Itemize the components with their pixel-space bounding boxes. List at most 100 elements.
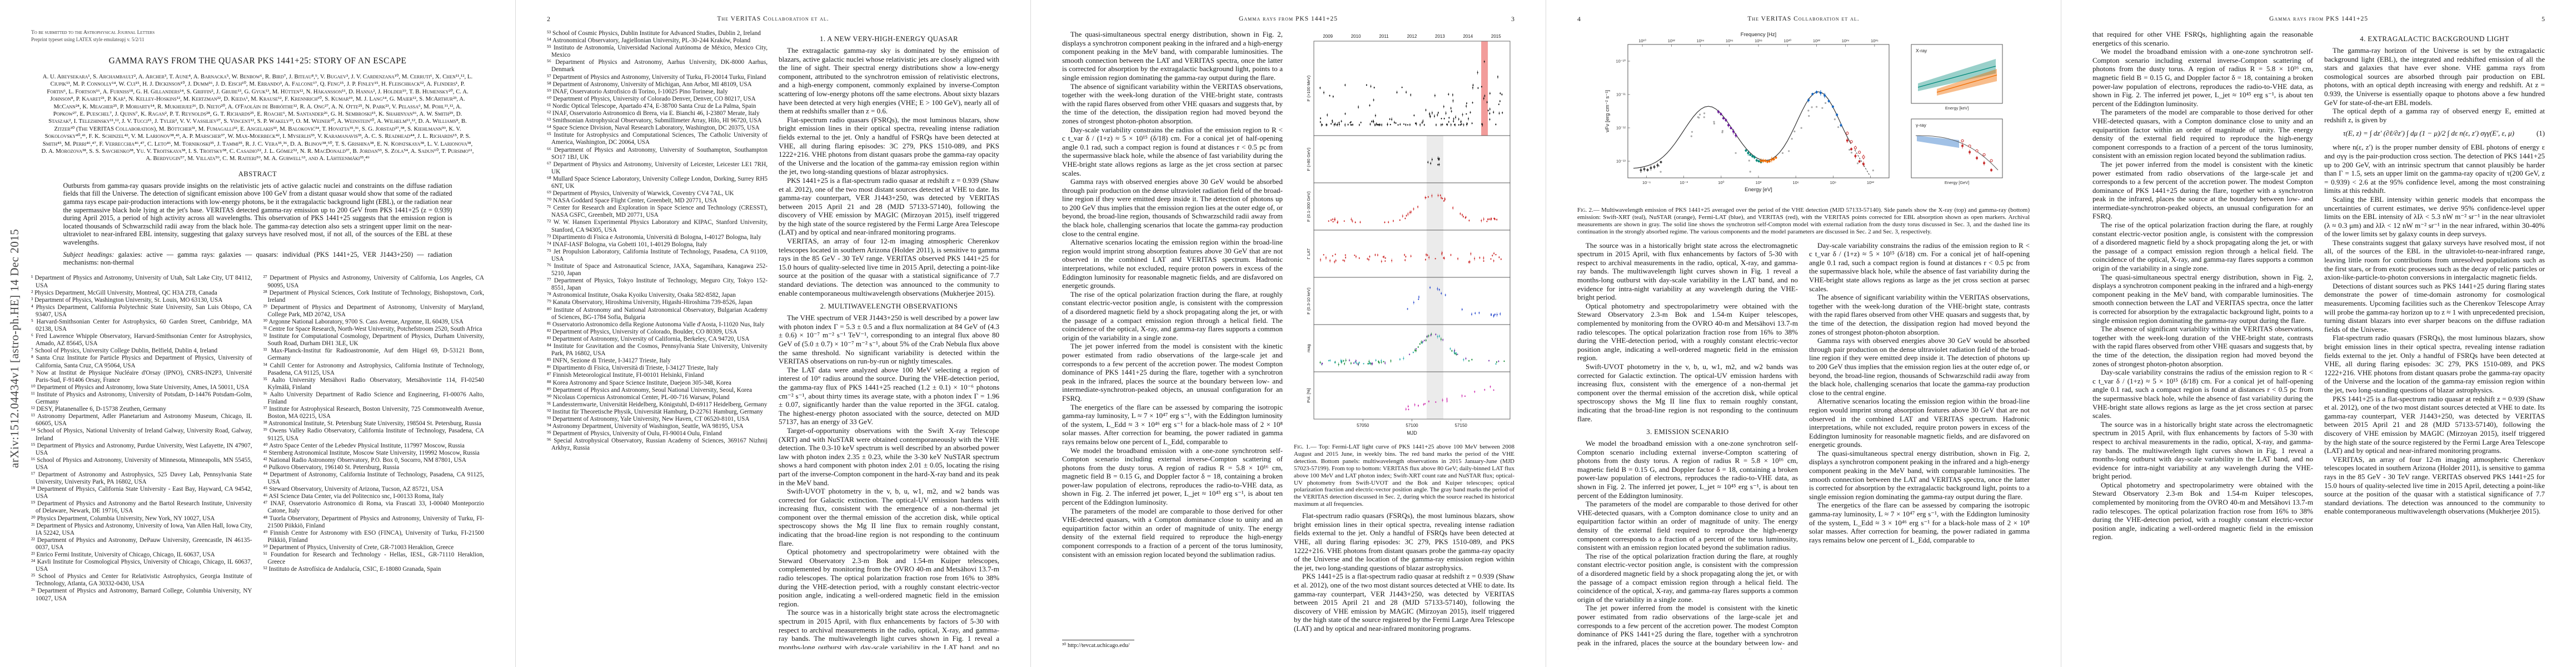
svg-text:2015: 2015: [1491, 34, 1501, 39]
equation-1: τ(E, z) = ∫ dz′ (∂ℓ/∂z′) ∫ dμ (1 − μ)/2 …: [2324, 129, 2545, 138]
paragraph: The source was in a historically bright …: [2092, 420, 2313, 481]
affiliation-entry: ⁸ Santa Cruz Institute for Particle Phys…: [31, 355, 252, 369]
affiliation-entry: ³¹ Centre for Space Research, North-West…: [263, 326, 482, 333]
affiliation-entry: ⁹⁰ Nicolaus Copernicus Astronomical Cent…: [547, 394, 730, 401]
svg-text:F (0.3-10 keV): F (0.3-10 keV): [1306, 287, 1311, 315]
svg-text:10⁻⁶: 10⁻⁶: [1642, 180, 1650, 185]
paragraph: Flat-spectrum radio quasars (FSRQs), the…: [1294, 511, 1514, 572]
affiliation-entry: ²² Department of Physics and Astronomy, …: [31, 536, 252, 551]
paragraph: that required for other VHE FSRQs, highl…: [2092, 30, 2313, 47]
page-4-content: Frequency [Hz] 10¹⁰ 10¹² 10¹⁴ 10¹⁶ 10¹⁸ 10²⁰ 10…: [1577, 30, 2030, 649]
svg-text:Energy [eV]: Energy [eV]: [1745, 187, 1772, 193]
paragraph: Detections of distant sources such as PK…: [2324, 281, 2545, 334]
affiliation-entry: ²⁰ Physics Department, Columbia Universi…: [31, 515, 215, 522]
svg-text:10⁰: 10⁰: [1718, 180, 1724, 185]
affiliation-entry: ⁶ Fred Lawrence Whipple Observatory, Har…: [31, 333, 252, 347]
affiliation-entry: ¹⁸ Department of Physics, California Sta…: [31, 486, 252, 500]
affiliation-entry: ⁵⁷ Department of Physics and Astronomy, …: [547, 73, 766, 81]
abstract-text: Outbursts from gamma-ray quasars provide…: [63, 181, 452, 247]
paragraph: Target-of-opportunity observations with …: [779, 426, 999, 487]
paragraph: The absence of significant variability w…: [1062, 82, 1283, 125]
svg-text:mag: mag: [1306, 344, 1311, 352]
paragraph: We model the broadband emission with a o…: [1062, 446, 1283, 507]
affiliation-entry: ¹⁴ School of Physics, National Universit…: [31, 427, 252, 442]
svg-text:γ-ray: γ-ray: [1916, 122, 1927, 128]
affiliation-entry: ¹⁷ Department of Astronomy and Astrophys…: [31, 471, 252, 486]
svg-text:10²⁴: 10²⁴: [1841, 38, 1849, 43]
affiliation-entry: ⁷ School of Physics, University College …: [31, 347, 218, 355]
page-2-right-column: 1. A NEW VERY-HIGH-ENERGY QUASAR The extr…: [779, 30, 999, 649]
affiliation-entry: ⁹⁵ Department of Physics, University of …: [547, 430, 722, 437]
paragraph: The parameters of the model are comparab…: [1062, 506, 1283, 559]
affiliation-entry: ⁷³ Dipartimento di Fisica e Astronomia, …: [547, 233, 761, 241]
paragraph: The energetics of the flare can be asses…: [1809, 501, 2030, 544]
paragraph: Alternative scenarios locating the emiss…: [1809, 397, 2030, 449]
svg-text:10²²: 10²²: [1812, 38, 1820, 43]
affiliation-entry: ⁷⁵ Jet Propulsion Laboratory, California…: [547, 248, 768, 262]
figure-2-sed: Frequency [Hz] 10¹⁰ 10¹² 10¹⁴ 10¹⁶ 10¹⁸ 10²⁰ 10…: [1605, 32, 2002, 193]
affiliation-entry: ⁹³ Department of Astronomy, Yale Univers…: [547, 415, 750, 422]
page-3-left-column: The quasi-simultaneous spectral energy d…: [1062, 30, 1283, 649]
footnote-link[interactable]: http://tevcat.uchicago.edu/: [1067, 643, 1130, 649]
svg-text:10¹⁰: 10¹⁰: [1638, 38, 1646, 43]
paragraph: The quasi-simultaneous spectral energy d…: [2092, 272, 2313, 325]
page-4-columns: The source was in a historically bright …: [1577, 241, 2030, 649]
affiliation-entry: ⁷¹ Center for Research and Exploration i…: [547, 205, 768, 219]
affiliation-entry: ⁵⁰ Department of Physics, University of …: [263, 544, 454, 551]
page-5: Gamma rays from PKS 1441+25 5 that requi…: [2061, 0, 2576, 667]
paragraph: The absence of significant variability w…: [1809, 293, 2030, 336]
affiliation-entry: ⁹⁶ Special Astrophysical Observatory, Ru…: [547, 437, 768, 452]
page-number: 4: [1577, 15, 1581, 23]
paragraph: The parameters of the model are comparab…: [2092, 108, 2313, 160]
equation-1-number: (1): [2536, 129, 2545, 138]
svg-text:10¹⁸: 10¹⁸: [1755, 38, 1762, 43]
affiliations-page1: ¹ Department of Physics and Astronomy, U…: [31, 275, 484, 649]
paragraph: Gamma rays with observed energies above …: [1809, 336, 2030, 397]
affiliation-column-2: ²⁷ Department of Physics and Astronomy, …: [263, 275, 485, 649]
section-heading: 3. EMISSION SCENARIO: [1646, 428, 1729, 436]
affiliation-entry: ⁸⁴ Institute for Gravitation and the Cos…: [547, 343, 768, 357]
affiliation-entry: ⁸⁰ Institute of Astronomy and National A…: [547, 306, 768, 321]
svg-text:57050: 57050: [1357, 423, 1369, 428]
paragraph: The jet power inferred from the model is…: [1577, 604, 1798, 649]
paragraph: The LAT data were analyzed above 100 MeV…: [779, 365, 999, 426]
affiliation-entry: ⁹ Now at Institut de Physique Nucléaire …: [31, 369, 252, 384]
affiliation-entry: ²¹ Department of Physics and Astronomy, …: [31, 522, 252, 536]
affiliation-entry: ⁸² Department of Physics, University of …: [547, 328, 738, 335]
svg-text:Frequency [Hz]: Frequency [Hz]: [1740, 32, 1776, 38]
affiliation-entry: ⁵² Instituto de Astrofísica de Andalucía…: [263, 566, 441, 573]
svg-text:2009: 2009: [1323, 34, 1333, 39]
affiliation-entry: ³⁸ Astronomical Institute, St. Petersbur…: [263, 420, 481, 427]
affiliation-entry: ¹² DESY, Platanenallee 6, D-15738 Zeuthe…: [31, 406, 166, 413]
affiliation-entry: ³ Department of Physics, Washington Univ…: [31, 296, 223, 303]
affiliation-entry: ⁴¹ Sternberg Astronomical Institute, Mos…: [263, 449, 480, 456]
page-number: 2: [547, 15, 550, 23]
figure-1-caption: Fig. 1.— Top: Fermi-LAT light curve of P…: [1294, 444, 1514, 508]
paragraph: The rise of the optical polarization fra…: [2092, 221, 2313, 273]
page-2: 2 The VERITAS Collaboration et al. ⁵³ Sc…: [515, 0, 1030, 667]
affiliation-entry: ⁸⁹ Department of Physics and Astronomy, …: [547, 386, 752, 394]
paragraph: The quasi-simultaneous spectral energy d…: [1062, 30, 1283, 82]
svg-text:Energy [GeV]: Energy [GeV]: [1944, 180, 1969, 185]
affiliation-entry: ³⁴ Cahill Center for Astronomy and Astro…: [263, 362, 485, 376]
paragraph: Optical photometry and spectropolarimetr…: [2092, 480, 2313, 541]
affiliation-entry: ³⁹ Owens Valley Radio Observatory, Calif…: [263, 427, 485, 442]
affiliation-entry: ⁷² W. W. Hansen Experimental Physics Lab…: [547, 219, 768, 233]
page-5-left-column: that required for other VHE FSRQs, highl…: [2092, 30, 2313, 649]
preprint-note-line2: Preprint typeset using LATEX style emula…: [31, 36, 145, 42]
svg-text:10¹²: 10¹²: [1866, 180, 1874, 185]
figure-1-caption-text: Top: Fermi-LAT light curve of PKS 1441+2…: [1294, 444, 1514, 508]
paragraph: The gamma-ray horizon of the Universe is…: [2324, 46, 2545, 107]
paragraph: VERITAS, an array of four 12-m imaging a…: [779, 237, 999, 297]
affiliation-entry: ⁵⁸ Department of Astronomy, University o…: [547, 81, 752, 88]
svg-text:10²⁰: 10²⁰: [1783, 38, 1791, 43]
affiliation-entry: ³³ Max-Planck-Institut für Radioastronom…: [263, 347, 485, 362]
svg-text:10¹²: 10¹²: [1667, 38, 1675, 43]
paragraph: Flat-spectrum radio quasars (FSRQs), the…: [779, 115, 999, 176]
paragraph: where n(ε, z′) is the proper number dens…: [2324, 143, 2545, 195]
section-heading: 2. MULTIWAVELENGTH OBSERVATIONS: [820, 302, 958, 311]
affiliation-entry: ⁶⁵ Institute for Astrophysics and Comput…: [547, 132, 768, 146]
affiliation-entry: ⁵⁴ Astronomical Observatory, Jagiellonia…: [547, 37, 751, 44]
paragraph: The absence of significant variability w…: [2092, 325, 2313, 368]
affiliation-entry: ⁴⁷ INAF, Osservatorio Astronomico di Rom…: [263, 500, 485, 515]
